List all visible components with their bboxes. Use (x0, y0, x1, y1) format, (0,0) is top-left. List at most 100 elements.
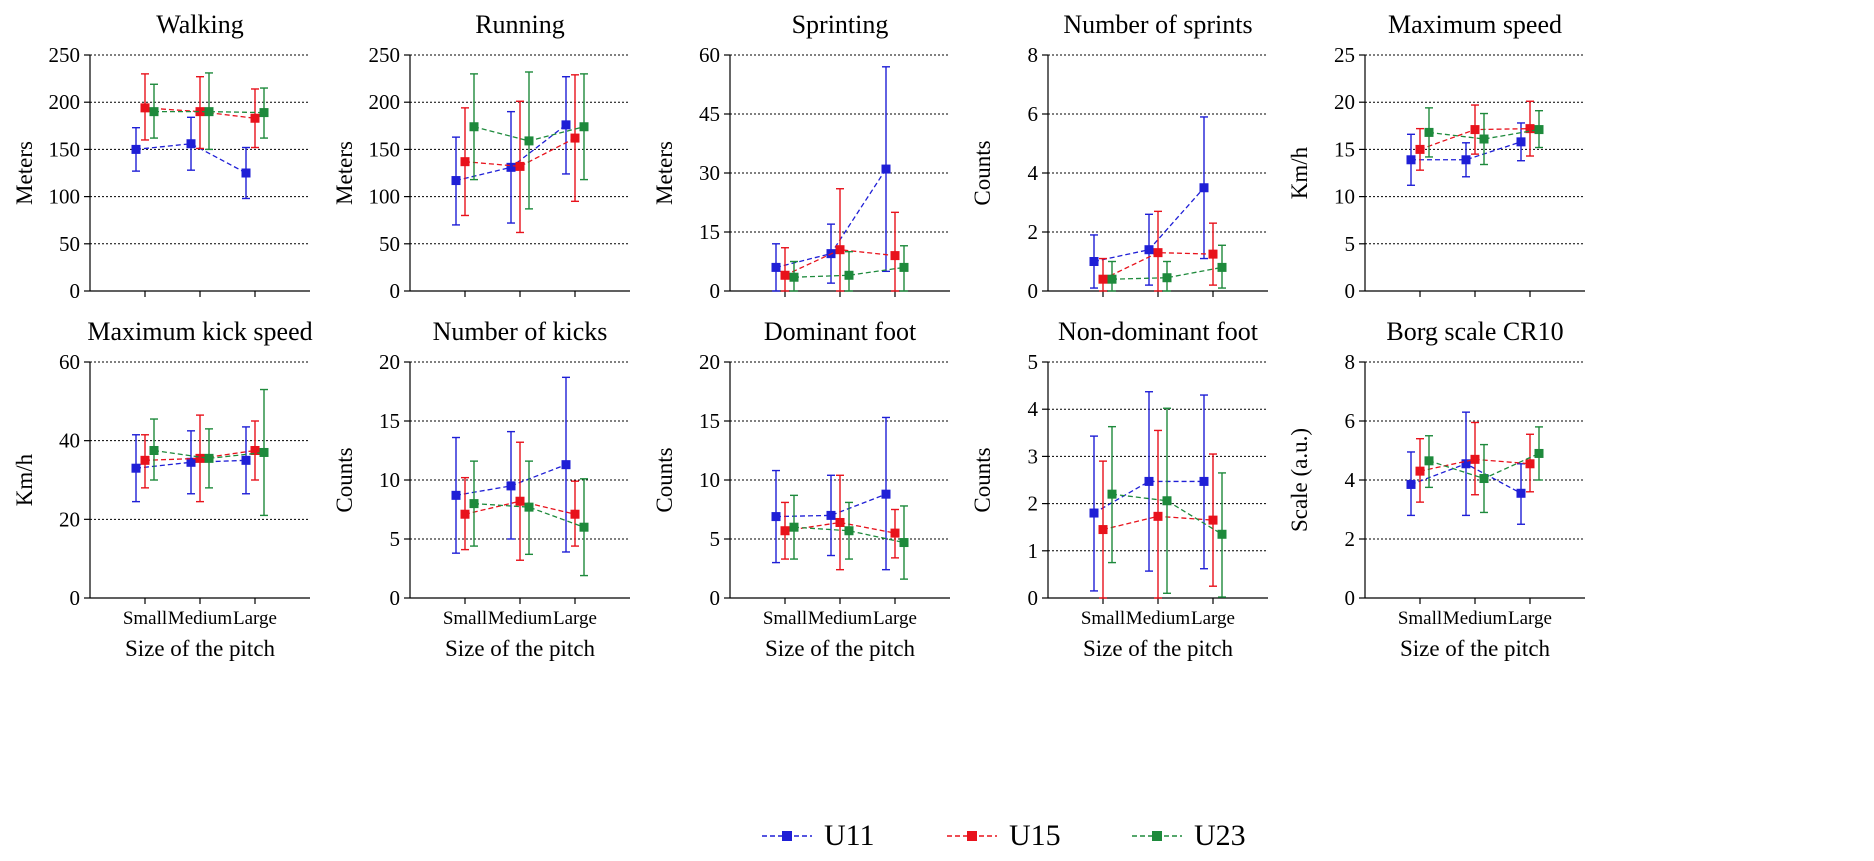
data-point-U15 (1415, 466, 1425, 476)
y-tick-label: 4 (1028, 397, 1039, 421)
x-tick-label: Medium (1443, 608, 1508, 629)
y-tick-label: 100 (369, 185, 401, 209)
y-tick-label: 8 (1028, 43, 1039, 67)
y-tick-label: 5 (710, 527, 721, 551)
legend: U11 U15 U23 (762, 819, 1246, 852)
data-point-U11 (1516, 488, 1526, 498)
chart-title: Borg scale CR10 (1386, 317, 1563, 346)
data-point-U15 (515, 496, 525, 506)
chart-title: Non-dominant foot (1058, 317, 1259, 346)
data-point-U23 (579, 522, 589, 532)
data-point-U11 (1406, 155, 1416, 165)
data-point-U11 (771, 262, 781, 272)
data-point-U15 (1153, 248, 1163, 258)
data-point-U15 (1098, 274, 1108, 284)
data-point-U23 (204, 453, 214, 463)
series-line-U15 (144, 449, 256, 461)
chart-panel-9: 0 2 4 6 8 Small Medium Large Borg scale CR10 Scal… (1287, 317, 1585, 661)
data-point-U23 (149, 446, 159, 455)
x-axis-label: Size of the pitch (765, 636, 916, 661)
data-point-U15 (1153, 511, 1163, 521)
y-tick-label: 0 (1345, 586, 1356, 610)
data-point-U23 (789, 272, 799, 282)
data-point-U23 (1479, 134, 1489, 144)
data-point-U11 (1199, 183, 1209, 193)
y-tick-label: 10 (379, 468, 400, 492)
y-axis-label: Counts (652, 447, 677, 512)
data-point-U15 (780, 270, 790, 280)
x-tick-label: Small (1398, 608, 1442, 629)
data-point-U11 (131, 144, 141, 154)
chart-title: Number of sprints (1063, 10, 1252, 39)
legend-marker-U11 (782, 831, 792, 841)
y-tick-label: 2 (1028, 492, 1039, 516)
y-tick-label: 8 (1345, 350, 1356, 374)
data-point-U15 (1525, 124, 1535, 134)
chart-panel-8: 0 1 2 3 4 5 Small Medium Large Non-dominant foot C… (970, 317, 1268, 661)
data-point-U23 (844, 270, 854, 280)
y-tick-label: 250 (369, 43, 401, 67)
x-axis-label: Size of the pitch (125, 636, 276, 661)
x-axis-label: Size of the pitch (445, 636, 596, 661)
y-tick-label: 0 (710, 586, 721, 610)
data-point-U11 (1406, 479, 1416, 489)
data-point-U23 (1479, 474, 1489, 484)
x-tick-label: Small (1081, 608, 1125, 629)
data-point-U11 (241, 455, 251, 465)
data-point-U15 (1098, 525, 1108, 535)
y-tick-label: 250 (49, 43, 81, 67)
y-tick-label: 150 (369, 137, 401, 161)
data-point-U15 (1208, 249, 1218, 259)
data-point-U15 (250, 446, 260, 455)
data-point-U23 (1107, 489, 1117, 499)
data-point-U11 (1144, 476, 1154, 486)
data-point-U11 (1089, 257, 1099, 266)
data-point-U15 (780, 526, 790, 536)
data-point-U15 (195, 107, 205, 117)
y-axis-label: Counts (332, 447, 357, 512)
y-tick-label: 150 (49, 137, 81, 161)
data-point-U23 (469, 499, 479, 509)
chart-panel-6: 0 5 10 15 20 Small Medium Large Number of kicks C… (332, 317, 630, 661)
x-tick-label: Large (873, 608, 917, 629)
data-point-U23 (1534, 125, 1544, 135)
y-tick-label: 20 (379, 350, 400, 374)
y-tick-label: 0 (70, 586, 81, 610)
y-axis-label: Meters (332, 141, 357, 205)
y-tick-label: 50 (379, 232, 400, 256)
y-tick-label: 1 (1028, 539, 1039, 563)
x-tick-label: Large (233, 608, 277, 629)
data-point-U11 (561, 120, 571, 130)
data-point-U15 (570, 509, 580, 519)
data-point-U11 (771, 512, 781, 522)
y-tick-label: 10 (699, 468, 720, 492)
y-tick-label: 15 (699, 409, 720, 433)
y-tick-label: 6 (1345, 409, 1356, 433)
data-point-U23 (899, 262, 909, 272)
data-point-U11 (506, 481, 516, 491)
data-point-U15 (460, 509, 470, 519)
data-point-U23 (524, 136, 534, 146)
y-tick-label: 0 (1345, 279, 1356, 303)
y-tick-label: 40 (59, 429, 80, 453)
series-line-U15 (464, 137, 576, 168)
y-tick-label: 15 (1334, 137, 1355, 161)
y-tick-label: 25 (1334, 43, 1355, 67)
chart-panel-0: 0 50 100 150 200 250 Walking Meters (12, 10, 310, 303)
data-point-U23 (1534, 448, 1544, 458)
data-point-U23 (1217, 529, 1227, 539)
data-point-U15 (1525, 459, 1535, 469)
legend-label: U11 (824, 819, 875, 852)
x-tick-label: Medium (1126, 608, 1191, 629)
legend-marker-U23 (1152, 831, 1162, 841)
data-point-U11 (881, 164, 891, 174)
y-tick-label: 5 (390, 527, 401, 551)
y-tick-label: 20 (59, 507, 80, 531)
y-axis-label: Meters (652, 141, 677, 205)
data-point-U11 (826, 510, 836, 520)
y-tick-label: 3 (1028, 444, 1039, 468)
y-tick-label: 4 (1345, 468, 1356, 492)
y-tick-label: 0 (1028, 586, 1039, 610)
data-point-U15 (1470, 454, 1480, 464)
y-axis-label: Counts (970, 140, 995, 205)
